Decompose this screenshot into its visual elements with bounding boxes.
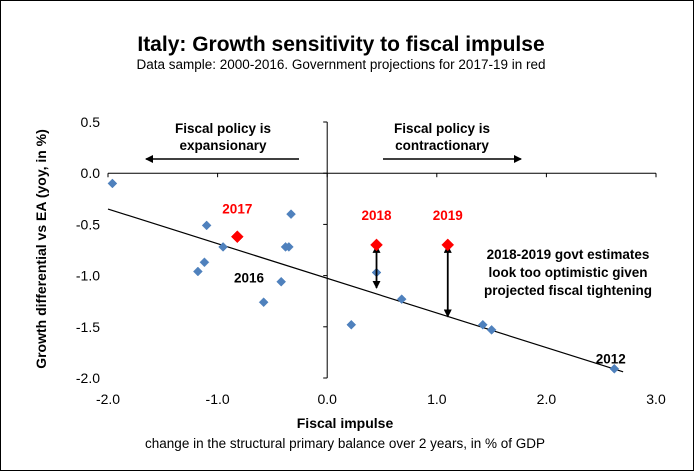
historical-point bbox=[346, 319, 357, 330]
x-tick-label: 0.0 bbox=[317, 391, 337, 407]
y-tick-label: 0.5 bbox=[81, 114, 101, 130]
historical-point bbox=[258, 297, 269, 308]
x-tick-label: 3.0 bbox=[646, 391, 666, 407]
projection-point bbox=[441, 238, 455, 252]
note-line2: look too optimistic given bbox=[488, 265, 647, 280]
trendline-layer bbox=[107, 208, 624, 373]
x-tick-label: 2.0 bbox=[537, 391, 557, 407]
historical-point bbox=[199, 257, 210, 268]
historical-point bbox=[280, 242, 291, 252]
y-tick-label: -1.5 bbox=[76, 319, 100, 335]
historical-point bbox=[477, 319, 488, 330]
x-tick-label: 1.0 bbox=[427, 391, 447, 407]
historical-point bbox=[201, 220, 212, 231]
historical-point bbox=[193, 266, 203, 277]
chart-subtitle: Data sample: 2000-2016. Government proje… bbox=[137, 57, 546, 72]
historical-point bbox=[107, 178, 118, 189]
y-axis-title: Growth differential vs EA (yoy, in %) bbox=[33, 129, 49, 369]
y-tick-label: -2.0 bbox=[76, 370, 100, 386]
historical-point bbox=[396, 294, 407, 305]
y-tick-label: -1.0 bbox=[76, 268, 100, 284]
axes-layer: -2.0 -1.0 0.0 1.0 2.0 3.0 0.5 0.0 -0.5 -1.0 -1.5 -2… bbox=[76, 114, 666, 407]
historical-point bbox=[218, 242, 228, 252]
x-tick-label: -1.0 bbox=[206, 391, 230, 407]
x-axis-subtitle: change in the structural primary balance… bbox=[145, 436, 545, 451]
expansionary-label-line2: expansionary bbox=[179, 138, 267, 153]
historical-point bbox=[286, 209, 296, 220]
projection-point bbox=[230, 230, 244, 244]
note-line3: projected fiscal tightening bbox=[484, 283, 652, 298]
expansionary-label-line1: Fiscal policy is bbox=[175, 121, 271, 136]
x-axis-title: Fiscal impulse bbox=[297, 415, 394, 431]
y-tick-label: -0.5 bbox=[76, 216, 100, 232]
projection-year-label: 2018 bbox=[361, 208, 392, 223]
historical-point bbox=[276, 276, 287, 287]
point-label: 2012 bbox=[596, 351, 626, 366]
point-label: 2016 bbox=[234, 271, 265, 286]
projection-point bbox=[370, 238, 383, 252]
projection-year-label: 2019 bbox=[433, 208, 463, 223]
historical-point bbox=[609, 363, 620, 374]
trend-line bbox=[107, 208, 624, 373]
chart-title: Italy: Growth sensitivity to fiscal impu… bbox=[137, 33, 544, 56]
y-tick-label: 0.0 bbox=[81, 165, 101, 181]
x-tick-label: -2.0 bbox=[96, 391, 120, 407]
projection-year-label: 2017 bbox=[222, 202, 252, 217]
contractionary-label-line2: contractionary bbox=[395, 138, 489, 153]
point-labels-layer: 2017 2018 2019 2016 2012 bbox=[222, 202, 625, 367]
points-layer bbox=[107, 178, 620, 374]
contractionary-label-line1: Fiscal policy is bbox=[394, 121, 490, 136]
historical-point bbox=[486, 325, 497, 335]
note-line1: 2018-2019 govt estimates bbox=[487, 247, 650, 262]
